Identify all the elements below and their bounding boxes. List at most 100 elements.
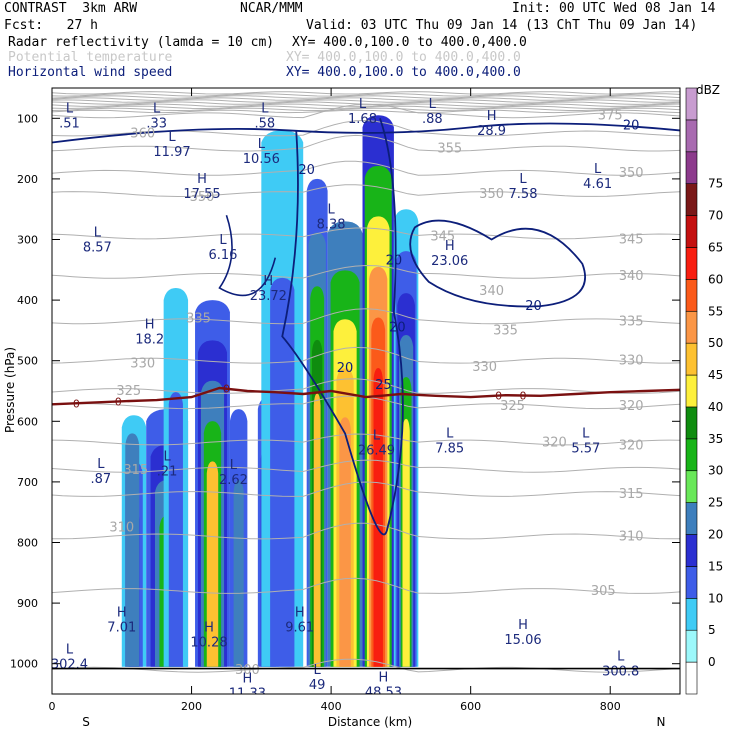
- reflectivity-band-4-45: [206, 461, 219, 667]
- colorbar-box-15: [685, 183, 698, 216]
- theta-top-line-5: [52, 101, 680, 105]
- theta-label-19: 320: [542, 436, 567, 451]
- hl-value-6: 11.97: [153, 145, 190, 160]
- theta-label-13: 330: [619, 354, 644, 369]
- y-tick-label-3: 400: [17, 294, 38, 307]
- init-time: Init: 00 UTC Wed 08 Jan 14: [512, 1, 716, 16]
- hl-value-26: 15.06: [504, 633, 541, 648]
- colorbar-label-40: 40: [708, 400, 723, 414]
- theta-top-line-6: [52, 103, 680, 107]
- wind-label-5: 20: [337, 361, 354, 376]
- hl-value-13: 6.16: [208, 248, 237, 263]
- hl-value-28: 300.8: [602, 665, 639, 680]
- reflectivity-band-3-10: [168, 392, 183, 667]
- hl-value-3: 1.68: [348, 112, 377, 127]
- field-theta: Potential temperature: [8, 50, 173, 65]
- theta-line-9: [52, 378, 680, 394]
- theta-top-line-9: [52, 109, 680, 114]
- x-tick-label-0: 0: [49, 700, 56, 713]
- hl-value-20: .21: [157, 465, 178, 480]
- hl-letter-13: L: [219, 233, 227, 248]
- hl-letter-18: L: [582, 427, 590, 442]
- hl-value-7: 10.56: [243, 152, 280, 167]
- wind-side-contour: [218, 215, 277, 297]
- x-tick-label-4: 800: [600, 700, 621, 713]
- theta-top-line-8: [52, 107, 680, 112]
- hl-letter-15: H: [263, 274, 273, 289]
- hl-letter-0: L: [66, 101, 74, 116]
- theta-line-6: [52, 264, 680, 279]
- field-reflectivity: Radar reflectivity (lamda = 10 cm): [8, 35, 275, 50]
- wind-label-4: 20: [389, 320, 406, 335]
- theta-label-2: 355: [437, 142, 462, 157]
- hl-letter-6: L: [168, 130, 176, 145]
- valid-time: Valid: 03 UTC Thu 09 Jan 14 (13 ChT Thu …: [306, 18, 698, 33]
- theta-top-line-4: [52, 99, 680, 103]
- theta-label-5: 350: [190, 190, 215, 205]
- x-tick-label-3: 600: [460, 700, 481, 713]
- colorbar-box-1: [685, 629, 698, 663]
- y-axis-label: Pressure (hPa): [3, 347, 17, 433]
- theta-label-6: 345: [619, 233, 644, 248]
- wind-contours: [52, 118, 680, 536]
- theta-top-line-3: [52, 97, 680, 101]
- freezing-label-2: 0: [223, 383, 230, 396]
- reflectivity-band-9-50: [339, 417, 351, 667]
- xy-reflectivity: XY= 400.0,100.0 to 400.0,400.0: [292, 35, 527, 50]
- x-tick-label-1: 200: [181, 700, 202, 713]
- reflectivity-band-5-20: [233, 480, 244, 667]
- colorbar-label-15: 15: [708, 559, 723, 573]
- hl-value-18: 5.57: [571, 442, 600, 457]
- hl-letter-22: L: [373, 429, 381, 444]
- hl-letter-12: L: [94, 226, 102, 241]
- colorbar-box-6: [685, 470, 698, 503]
- colorbar-label-0: 0: [708, 655, 716, 669]
- hl-letter-28: L: [617, 650, 625, 665]
- hl-letter-20: L: [164, 450, 172, 465]
- freezing-label-4: 0: [520, 390, 527, 403]
- theta-top-line-7: [52, 105, 680, 110]
- wind-jet-contour: [52, 122, 680, 144]
- colorbar-box-3: [685, 566, 698, 599]
- hl-value-0: .51: [59, 116, 80, 131]
- hl-value-16: 18.2: [135, 333, 164, 348]
- colorbar-label-75: 75: [708, 177, 723, 191]
- organization: NCAR/MMM: [240, 1, 303, 16]
- xy-theta: XY= 400.0,100.0 to 400.0,400.0: [286, 50, 521, 65]
- theta-label-25: 305: [591, 584, 616, 599]
- hl-value-2: .58: [254, 116, 275, 131]
- theta-line-7: [52, 308, 680, 325]
- theta-label-16: 325: [116, 384, 141, 399]
- theta-label-17: 325: [500, 399, 525, 414]
- wind-label-0: 20: [623, 119, 640, 134]
- hl-value-15: 23.72: [250, 289, 287, 304]
- theta-line-15: [52, 577, 680, 594]
- colorbar-label-70: 70: [708, 209, 723, 223]
- hl-letter-27: L: [66, 642, 74, 657]
- theta-line-11: [52, 433, 680, 446]
- freezing-label-3: 0: [495, 390, 502, 403]
- colorbar-box-12: [685, 279, 698, 312]
- theta-label-4: 350: [479, 187, 504, 202]
- hl-value-1: .33: [146, 116, 167, 131]
- y-tick-label-6: 700: [17, 476, 38, 489]
- colorbar-label-20: 20: [708, 528, 723, 542]
- hl-value-19: .87: [91, 472, 112, 487]
- colorbar-box-5: [685, 502, 698, 535]
- x-axis-label: Distance (km): [328, 715, 412, 729]
- hl-value-5: 28.9: [477, 124, 506, 139]
- theta-label-26: 300: [235, 663, 260, 678]
- theta-line-2: [52, 134, 680, 152]
- reflectivity-fill: [121, 115, 419, 667]
- hl-value-14: 23.06: [431, 254, 468, 269]
- hl-value-29: 49: [309, 678, 326, 693]
- hl-letter-7: L: [258, 137, 266, 152]
- hl-letter-17: L: [446, 427, 454, 442]
- colorbar-title: dBZ: [696, 83, 720, 97]
- hl-value-10: 17.55: [183, 187, 220, 202]
- freezing-level: 0 0 0 0 0: [52, 383, 680, 410]
- hl-value-9: 4.61: [583, 177, 612, 192]
- theta-label-15: 330: [472, 360, 497, 375]
